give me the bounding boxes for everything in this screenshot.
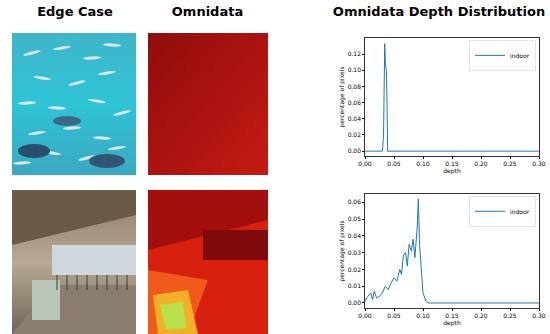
html-text:Omnidata: Omnidata <box>171 4 244 19</box>
svg-text:indoor: indoor <box>510 208 530 215</box>
svg-text:0.10: 0.10 <box>416 160 430 167</box>
svg-text:0.05: 0.05 <box>387 160 401 167</box>
svg-text:0.25: 0.25 <box>503 160 517 167</box>
svg-text:0.04: 0.04 <box>348 232 362 239</box>
svg-text:0.10: 0.10 <box>416 312 430 319</box>
svg-text:0.15: 0.15 <box>445 312 459 319</box>
svg-text:0.06: 0.06 <box>348 198 362 205</box>
svg-text:0.02: 0.02 <box>348 266 362 273</box>
svg-text:0.30: 0.30 <box>532 160 546 167</box>
svg-text:percentage of pixels: percentage of pixels <box>338 220 346 281</box>
svg-text:indoor: indoor <box>510 52 530 59</box>
html-text:Omnidata Depth Distribution: Omnidata Depth Distribution <box>332 4 546 19</box>
svg-text:0.08: 0.08 <box>348 83 362 90</box>
svg-text:0.20: 0.20 <box>474 160 488 167</box>
svg-text:0.10: 0.10 <box>348 66 362 73</box>
svg-text:0.01: 0.01 <box>348 282 362 289</box>
svg-text:depth: depth <box>443 319 461 327</box>
svg-text:0.15: 0.15 <box>445 160 459 167</box>
svg-text:0.00: 0.00 <box>358 160 372 167</box>
svg-text:0.00: 0.00 <box>348 299 362 306</box>
svg-text:0.05: 0.05 <box>348 215 362 222</box>
svg-text:0.20: 0.20 <box>474 312 488 319</box>
svg-text:0.00: 0.00 <box>358 312 372 319</box>
svg-text:0.00: 0.00 <box>348 147 362 154</box>
svg-text:0.25: 0.25 <box>503 312 517 319</box>
svg-text:depth: depth <box>443 167 461 175</box>
svg-text:0.06: 0.06 <box>348 99 362 106</box>
svg-text:0.04: 0.04 <box>348 115 362 122</box>
svg-text:0.02: 0.02 <box>348 131 362 138</box>
svg-text:percentage of pixels: percentage of pixels <box>338 66 346 127</box>
html-text:Edge Case: Edge Case <box>37 4 113 19</box>
svg-text:0.30: 0.30 <box>532 312 546 319</box>
svg-text:0.05: 0.05 <box>387 312 401 319</box>
svg-text:0.12: 0.12 <box>348 50 362 57</box>
svg-text:0.03: 0.03 <box>348 249 362 256</box>
